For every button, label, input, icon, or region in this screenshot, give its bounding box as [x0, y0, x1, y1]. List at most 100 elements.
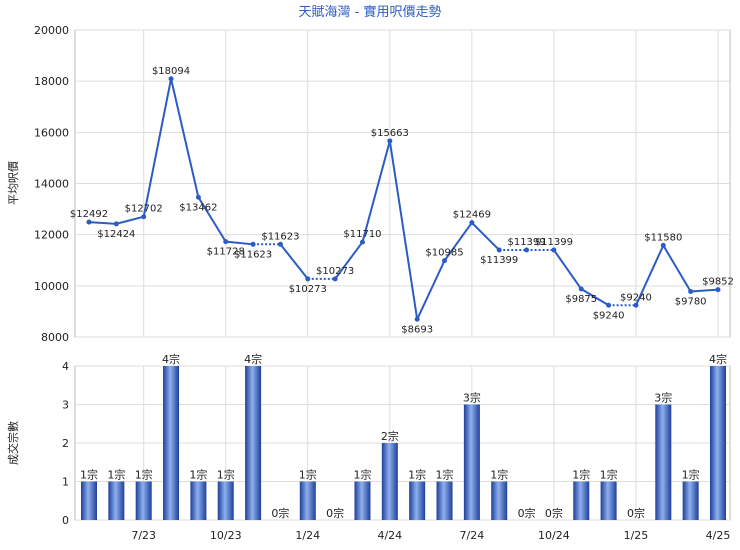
- bar-label: 1宗: [299, 468, 317, 482]
- bar: [245, 366, 262, 520]
- point: [606, 302, 612, 308]
- bar: [491, 481, 508, 520]
- x-tick-label: 7/23: [131, 529, 156, 542]
- bar: [463, 404, 480, 520]
- point: [524, 247, 530, 253]
- bar: [573, 481, 590, 520]
- point-label: $12492: [70, 209, 108, 220]
- bar-label: 0宗: [271, 506, 289, 520]
- point: [715, 287, 721, 293]
- bar: [436, 481, 453, 520]
- point: [551, 247, 557, 253]
- bar-label: 1宗: [436, 468, 454, 482]
- line-segment: [388, 140, 419, 320]
- y-tick-label: 18000: [34, 75, 69, 88]
- point: [660, 242, 666, 248]
- line-segment: [662, 244, 692, 292]
- point: [469, 220, 475, 226]
- y-tick-label: 3: [62, 399, 69, 412]
- line-segment: [361, 140, 391, 243]
- bar: [81, 481, 97, 520]
- bar-label: 1宗: [135, 468, 153, 482]
- bar-label: 0宗: [627, 506, 645, 520]
- y-tick-label: 12000: [34, 229, 69, 242]
- line-segment: [197, 196, 227, 243]
- point: [578, 286, 584, 292]
- point-label: $11399: [507, 237, 545, 248]
- line-segment: [580, 288, 610, 307]
- x-tick-label: 10/23: [210, 529, 242, 542]
- point: [141, 214, 147, 220]
- y-tick-label: 0: [62, 514, 69, 527]
- bar-label: 1宗: [80, 468, 98, 482]
- x-tick-label: 10/24: [538, 529, 570, 542]
- point: [332, 276, 338, 282]
- y-tick-label: 2: [62, 437, 69, 450]
- y-tick-label: 16000: [34, 126, 69, 139]
- bar-label: 1宗: [353, 468, 371, 482]
- bar: [135, 481, 152, 520]
- point-label: $9240: [593, 310, 625, 321]
- point: [359, 239, 365, 245]
- point-label: $11623: [261, 231, 299, 242]
- bar: [655, 404, 672, 520]
- line-segment: [553, 249, 583, 290]
- point-label: $9780: [675, 296, 707, 307]
- line-segment: [170, 78, 200, 198]
- point-label: $12702: [125, 204, 163, 215]
- point: [250, 241, 256, 247]
- line-segment: [334, 241, 364, 280]
- point-label: $11728: [207, 247, 245, 258]
- point-label: $18094: [152, 66, 190, 77]
- line-segment: [279, 243, 309, 280]
- point: [168, 76, 174, 82]
- x-tick-label: 1/25: [624, 529, 649, 542]
- bar-label: 4宗: [709, 352, 727, 366]
- bar: [190, 481, 207, 520]
- bar: [381, 443, 398, 520]
- x-tick-label: 7/24: [460, 529, 485, 542]
- line-segment: [443, 222, 473, 262]
- point-label: $11623: [234, 249, 272, 260]
- bar: [108, 481, 125, 520]
- point: [633, 302, 639, 308]
- y-tick-label: 8000: [41, 331, 69, 344]
- point-label: $13462: [179, 202, 217, 213]
- bar-label: 3宗: [463, 391, 481, 405]
- point: [496, 247, 502, 253]
- bar-label: 1宗: [107, 468, 125, 482]
- y-tick-label: 1: [62, 476, 69, 489]
- point-label: $11399: [535, 237, 573, 248]
- point-label: $11710: [343, 229, 381, 240]
- bar-label: 3宗: [654, 391, 672, 405]
- bar-label: 4宗: [244, 352, 262, 366]
- bar-label: 0宗: [545, 506, 563, 520]
- point-label: $10273: [289, 284, 327, 295]
- point-label: $8693: [401, 324, 433, 335]
- line-segment: [88, 221, 117, 225]
- point: [277, 241, 283, 247]
- point-label: $9852: [702, 277, 734, 288]
- point: [387, 138, 393, 144]
- bar: [710, 366, 726, 520]
- point-label: $12424: [97, 229, 135, 240]
- line-segment: [635, 244, 665, 306]
- chart-title: 天賦海灣 - 實用呎價走勢: [299, 4, 442, 20]
- bar-label: 0宗: [326, 506, 344, 520]
- line-segment: [116, 215, 144, 225]
- bar-label: 1宗: [600, 468, 618, 482]
- bar-label: 1宗: [490, 468, 508, 482]
- point-label: $15663: [371, 128, 409, 139]
- y-tick-label: 4: [62, 360, 69, 373]
- y-tick-label: 20000: [34, 24, 69, 37]
- bar-label: 4宗: [162, 352, 180, 366]
- bar-label: 1宗: [682, 468, 700, 482]
- x-tick-label: 1/24: [295, 529, 320, 542]
- bar-label: 1宗: [408, 468, 426, 482]
- bar-label: 1宗: [189, 468, 207, 482]
- x-tick-label: 4/25: [706, 529, 731, 542]
- bar: [682, 481, 699, 520]
- y-axis-label: 成交宗數: [6, 421, 20, 465]
- bar: [217, 481, 234, 520]
- line-segment: [142, 78, 173, 217]
